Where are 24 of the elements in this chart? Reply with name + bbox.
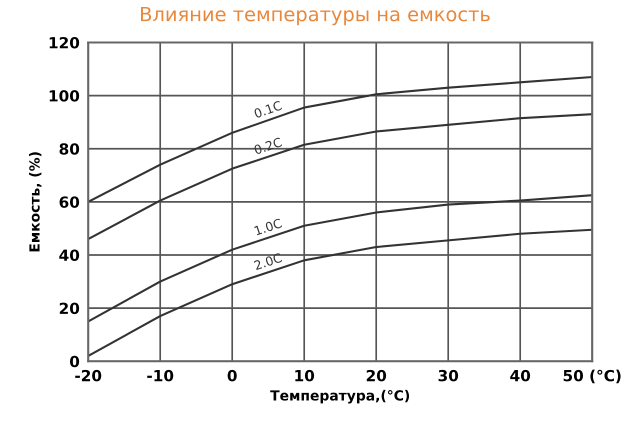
x-tick-label: 50 (°C) xyxy=(564,370,621,384)
x-tick-label: 10 xyxy=(295,370,314,382)
text: 1.0C xyxy=(254,218,282,236)
y-tick-label: 100 xyxy=(50,90,80,102)
chart-title: Влияние температуры на емкость xyxy=(141,6,490,26)
y-tick-label: 80 xyxy=(60,143,80,155)
line-series xyxy=(88,76,592,203)
y-tick-label: 20 xyxy=(60,302,80,314)
y-tick-label: 0 xyxy=(70,356,80,368)
line-series xyxy=(88,194,592,322)
x-axis-title: Температура,(°C) xyxy=(270,390,410,404)
x-tick-label: 20 xyxy=(366,370,386,382)
y-tick-label: 120 xyxy=(50,36,80,49)
x-tick-label: -20 xyxy=(75,370,102,382)
y-tick-label: 60 xyxy=(60,196,80,208)
text: 2.0C xyxy=(254,252,282,270)
y-tick-label: 40 xyxy=(59,249,80,262)
text: 0.2C xyxy=(254,137,282,155)
x-tick-label: 30 xyxy=(438,370,458,382)
y-axis-title: Емкость, (%) xyxy=(28,152,42,252)
text: 0.1C xyxy=(254,100,282,118)
x-tick-label: -10 xyxy=(147,370,174,382)
x-tick-label: 0 xyxy=(228,370,237,382)
x-tick-label: 40 xyxy=(510,370,530,382)
